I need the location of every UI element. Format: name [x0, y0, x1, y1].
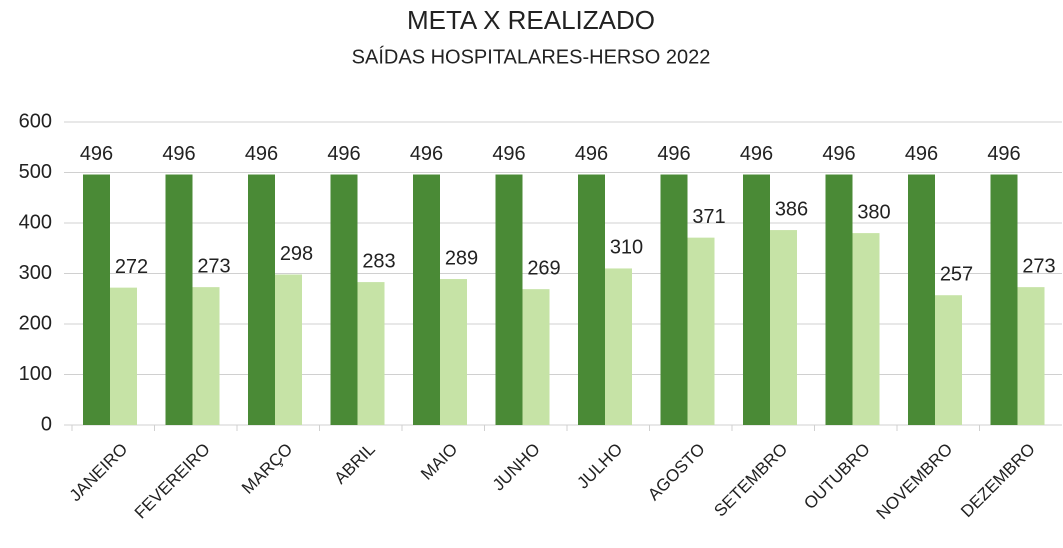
bar [440, 279, 467, 425]
bar [330, 174, 358, 425]
y-tick-label: 0 [41, 413, 52, 435]
bar [110, 287, 137, 425]
x-tick-label: SETEMBRO [710, 440, 791, 521]
x-tick-label: AGOSTO [644, 440, 709, 505]
x-tick-label: JULHO [573, 440, 626, 493]
data-label: 269 [527, 257, 560, 279]
data-label: 310 [610, 237, 643, 259]
x-tick-label: MARÇO [238, 440, 296, 498]
x-tick-label: FEVEREIRO [131, 440, 214, 523]
data-label: 257 [940, 263, 973, 285]
data-label: 496 [327, 143, 360, 165]
y-tick-label: 600 [19, 110, 52, 132]
data-label: 496 [905, 143, 938, 165]
data-label: 371 [692, 206, 725, 228]
data-label: 380 [857, 201, 890, 223]
bar [770, 230, 797, 425]
bar [660, 174, 688, 425]
data-label: 496 [492, 143, 525, 165]
data-label: 496 [162, 143, 195, 165]
bar [825, 174, 853, 425]
bar [908, 174, 935, 425]
data-label: 386 [775, 198, 808, 220]
bar [687, 237, 715, 425]
data-label: 496 [245, 143, 278, 165]
x-tick-label: OUTUBRO [800, 440, 874, 514]
bar [357, 282, 385, 425]
x-tick-label: JUNHO [489, 440, 544, 495]
bar [1017, 287, 1045, 425]
bar [852, 233, 880, 425]
data-label: 273 [1022, 255, 1055, 277]
bar [248, 174, 275, 425]
data-label: 273 [197, 255, 230, 277]
data-label: 496 [657, 143, 690, 165]
x-tick-label: MAIO [417, 440, 461, 484]
y-tick-label: 300 [19, 262, 52, 284]
bar [935, 295, 962, 425]
bar [165, 174, 193, 425]
data-label: 496 [987, 143, 1020, 165]
data-label: 496 [80, 143, 113, 165]
chart-title: META X REALIZADO [407, 5, 655, 35]
bar [275, 274, 302, 425]
x-tick-label: ABRIL [331, 440, 379, 488]
bar [83, 174, 110, 425]
bar [522, 289, 550, 425]
bar [743, 174, 770, 425]
data-label: 496 [822, 143, 855, 165]
data-label: 283 [362, 250, 395, 272]
y-tick-label: 200 [19, 312, 52, 334]
y-tick-label: 400 [19, 211, 52, 233]
data-label: 496 [740, 143, 773, 165]
x-tick-label: JANEIRO [66, 440, 132, 506]
data-label: 298 [280, 243, 313, 265]
data-label: 289 [445, 247, 478, 269]
data-label: 272 [115, 256, 148, 278]
bar [578, 174, 605, 425]
y-tick-label: 100 [19, 363, 52, 385]
y-tick-label: 500 [19, 161, 52, 183]
bar [495, 174, 523, 425]
bar [990, 174, 1018, 425]
x-tick-label: DEZEMBRO [957, 440, 1039, 522]
bar [192, 287, 220, 425]
x-tick-label: NOVEMBRO [873, 440, 957, 524]
chart-subtitle: SAÍDAS HOSPITALARES-HERSO 2022 [352, 45, 711, 68]
data-label: 496 [575, 143, 608, 165]
bar [605, 268, 632, 425]
data-label: 496 [410, 143, 443, 165]
bar [413, 174, 440, 425]
